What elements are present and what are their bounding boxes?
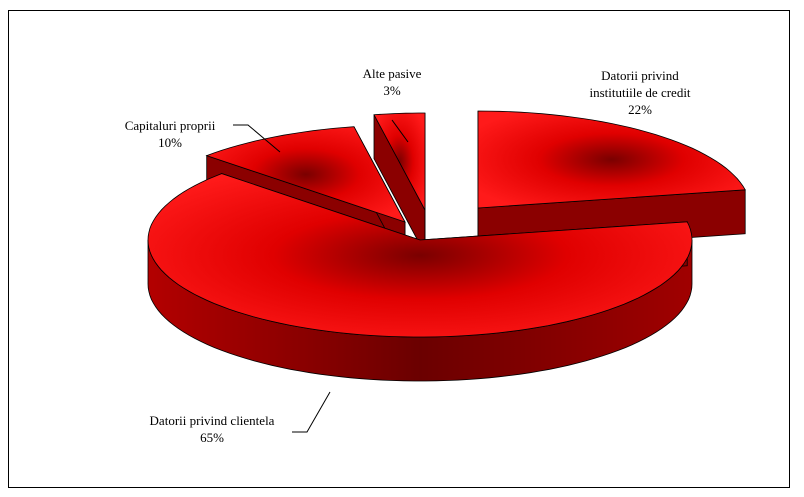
slice-percent: 10% bbox=[158, 135, 182, 150]
slice-percent: 65% bbox=[200, 430, 224, 445]
slice-label: Alte pasive 3% bbox=[363, 66, 422, 98]
slice-percent: 3% bbox=[383, 83, 401, 98]
slice-top-face bbox=[477, 110, 746, 209]
leader-line bbox=[233, 124, 281, 153]
slice-label-line: institutiile de credit bbox=[589, 85, 690, 100]
leader-line bbox=[391, 119, 409, 143]
slice-top-face bbox=[373, 112, 426, 211]
slice-top-face bbox=[205, 126, 406, 223]
slice-label-line: Alte pasive bbox=[363, 66, 422, 81]
slice-label-line: Capitaluri proprii bbox=[125, 118, 216, 133]
pie-slice bbox=[147, 173, 693, 382]
leader-line bbox=[292, 391, 331, 433]
slice-label: Datorii privind clientela 65% bbox=[150, 413, 275, 445]
slice-label-line: Datorii privind clientela bbox=[150, 413, 275, 428]
slice-label: Datorii privind institutiile de credit 22% bbox=[589, 68, 690, 117]
slice-percent: 22% bbox=[628, 102, 652, 117]
slice-label: Capitaluri proprii 10% bbox=[125, 118, 216, 150]
slice-top-face bbox=[147, 173, 693, 338]
slice-label-line: Datorii privind bbox=[601, 68, 679, 83]
